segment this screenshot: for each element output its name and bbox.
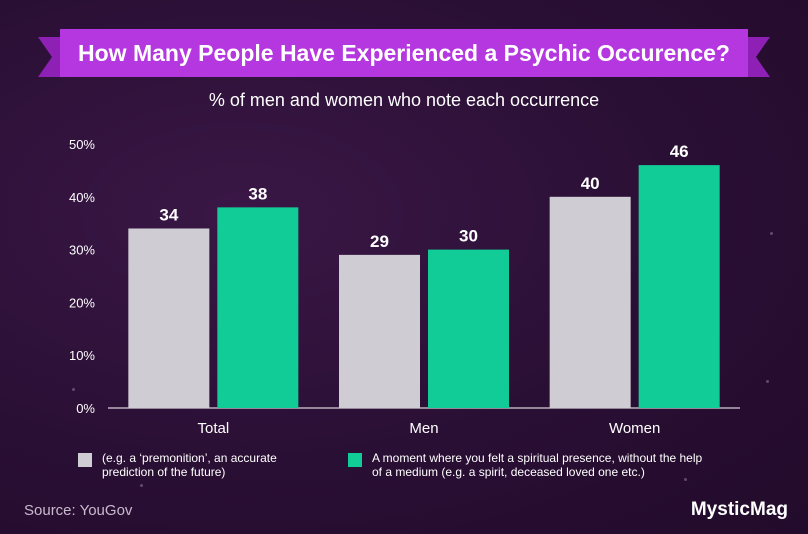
bar <box>128 228 210 408</box>
source-note: Source: YouGov <box>24 502 133 519</box>
legend-item-premonition: (e.g. a ‘premonition’, an accurate predi… <box>78 451 277 479</box>
data-label: 38 <box>248 184 267 203</box>
star-decoration <box>72 388 75 391</box>
legend-label-line: (e.g. a ‘premonition’, an accurate <box>102 451 277 465</box>
x-tick-label: Women <box>609 420 660 437</box>
category-labels: Total Men Women <box>197 420 660 437</box>
bar <box>428 249 509 408</box>
value-labels: 34 38 29 30 40 46 <box>159 142 688 251</box>
x-tick-label: Men <box>409 420 438 437</box>
star-decoration <box>140 484 143 487</box>
data-label: 30 <box>459 227 478 246</box>
bar <box>339 254 420 408</box>
chart-title: How Many People Have Experienced a Psych… <box>60 29 748 77</box>
data-label: 34 <box>159 205 178 224</box>
legend-label-line: A moment where you felt a spiritual pres… <box>372 451 703 465</box>
data-label: 46 <box>670 142 689 161</box>
legend: (e.g. a ‘premonition’, an accurate predi… <box>78 451 758 491</box>
y-tick-label: 10% <box>69 348 95 363</box>
x-tick-label: Total <box>197 420 229 437</box>
legend-label: (e.g. a ‘premonition’, an accurate predi… <box>102 451 277 479</box>
y-tick-label: 20% <box>69 295 95 310</box>
legend-label-line: of a medium (e.g. a spirit, deceased lov… <box>372 465 645 479</box>
data-label: 29 <box>370 232 389 251</box>
bars <box>128 165 720 408</box>
y-tick-label: 0% <box>76 401 95 416</box>
legend-label: A moment where you felt a spiritual pres… <box>372 451 702 479</box>
bar <box>549 196 631 408</box>
y-tick-label: 50% <box>69 137 95 152</box>
legend-swatch <box>78 453 92 467</box>
chart-subtitle: % of men and women who note each occurre… <box>208 90 600 110</box>
star-decoration <box>770 232 773 235</box>
y-axis-labels: 0% 10% 20% 30% 40% 50% <box>69 137 95 416</box>
star-decoration <box>684 478 687 481</box>
star-decoration <box>766 380 769 383</box>
legend-label-line: prediction of the future) <box>102 465 226 479</box>
legend-item-spiritual-presence: A moment where you felt a spiritual pres… <box>348 451 702 479</box>
legend-swatch <box>348 453 362 467</box>
y-tick-label: 40% <box>69 190 95 205</box>
bar <box>217 207 299 408</box>
title-banner: How Many People Have Experienced a Psych… <box>38 29 770 77</box>
brand-logo: MysticMag <box>690 499 788 520</box>
y-tick-label: 30% <box>69 243 95 258</box>
data-label: 40 <box>581 174 600 193</box>
bar <box>638 165 720 408</box>
